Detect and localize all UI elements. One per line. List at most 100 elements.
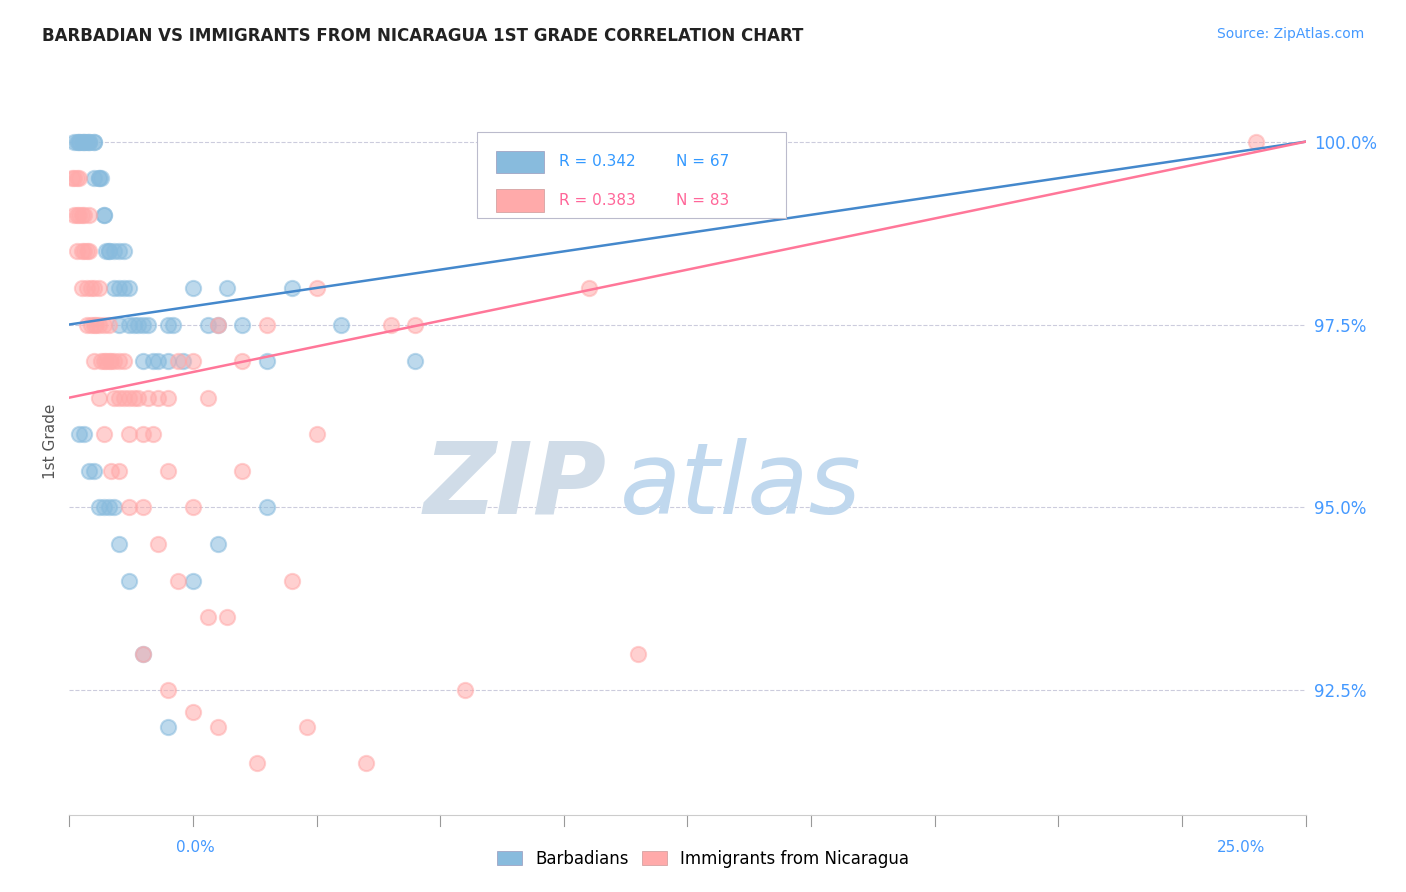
Point	[181, 354, 204, 368]
Point	[142, 354, 165, 368]
Point	[162, 318, 184, 332]
Point	[67, 135, 90, 149]
Point	[83, 318, 105, 332]
Point	[246, 756, 269, 771]
Point	[117, 281, 139, 295]
Point	[231, 354, 253, 368]
Point	[96, 354, 118, 368]
Point	[305, 427, 328, 442]
Point	[107, 391, 129, 405]
Point	[107, 244, 129, 259]
Point	[76, 135, 98, 149]
Point	[97, 354, 120, 368]
Point	[132, 318, 155, 332]
Point	[627, 647, 650, 661]
Point	[67, 208, 90, 222]
Point	[80, 281, 103, 295]
Point	[60, 171, 83, 186]
Point	[132, 647, 155, 661]
Text: ZIP: ZIP	[425, 438, 607, 535]
Point	[107, 537, 129, 551]
Point	[578, 281, 600, 295]
Point	[167, 574, 190, 588]
Point	[207, 537, 229, 551]
Point	[112, 391, 135, 405]
Point	[77, 464, 100, 478]
Point	[73, 135, 96, 149]
Point	[93, 208, 115, 222]
Point	[63, 208, 86, 222]
Point	[76, 318, 98, 332]
Point	[67, 135, 90, 149]
Point	[132, 427, 155, 442]
Point	[217, 281, 239, 295]
Point	[157, 720, 180, 734]
Point	[90, 354, 112, 368]
Point	[197, 391, 219, 405]
Point	[132, 647, 155, 661]
Point	[66, 171, 89, 186]
Point	[256, 318, 278, 332]
Point	[103, 500, 125, 515]
Point	[231, 318, 253, 332]
Point	[103, 244, 125, 259]
Legend: Barbadians, Immigrants from Nicaragua: Barbadians, Immigrants from Nicaragua	[491, 844, 915, 875]
Point	[454, 683, 477, 698]
Point	[138, 391, 160, 405]
Point	[1244, 135, 1267, 149]
Point	[83, 464, 105, 478]
Point	[77, 208, 100, 222]
Point	[197, 610, 219, 624]
Point	[107, 318, 129, 332]
Point	[157, 391, 180, 405]
Point	[157, 318, 180, 332]
Point	[96, 244, 118, 259]
Point	[117, 574, 139, 588]
Point	[354, 756, 377, 771]
Point	[87, 500, 110, 515]
Point	[87, 281, 110, 295]
Point	[66, 208, 89, 222]
Point	[83, 354, 105, 368]
Text: Source: ZipAtlas.com: Source: ZipAtlas.com	[1216, 27, 1364, 41]
Point	[380, 318, 402, 332]
Point	[100, 464, 122, 478]
Point	[167, 354, 190, 368]
Point	[207, 318, 229, 332]
Point	[93, 318, 115, 332]
Point	[148, 391, 170, 405]
Point	[122, 391, 145, 405]
FancyBboxPatch shape	[496, 151, 544, 173]
Point	[181, 574, 204, 588]
Point	[63, 171, 86, 186]
Point	[66, 244, 89, 259]
Point	[127, 391, 149, 405]
Point	[181, 500, 204, 515]
FancyBboxPatch shape	[477, 132, 786, 218]
Point	[73, 135, 96, 149]
Point	[117, 391, 139, 405]
Point	[103, 391, 125, 405]
Text: atlas: atlas	[620, 438, 860, 535]
Point	[256, 354, 278, 368]
Point	[112, 244, 135, 259]
Point	[527, 135, 550, 149]
Point	[77, 135, 100, 149]
Point	[87, 171, 110, 186]
Point	[76, 281, 98, 295]
Point	[93, 500, 115, 515]
Point	[70, 135, 93, 149]
Point	[281, 281, 304, 295]
Text: N = 67: N = 67	[676, 154, 730, 169]
Point	[148, 354, 170, 368]
Y-axis label: 1st Grade: 1st Grade	[44, 404, 58, 479]
Point	[70, 244, 93, 259]
Point	[138, 318, 160, 332]
Point	[67, 171, 90, 186]
Point	[73, 208, 96, 222]
Point	[93, 208, 115, 222]
Point	[122, 318, 145, 332]
Point	[70, 281, 93, 295]
Point	[107, 354, 129, 368]
Point	[127, 318, 149, 332]
